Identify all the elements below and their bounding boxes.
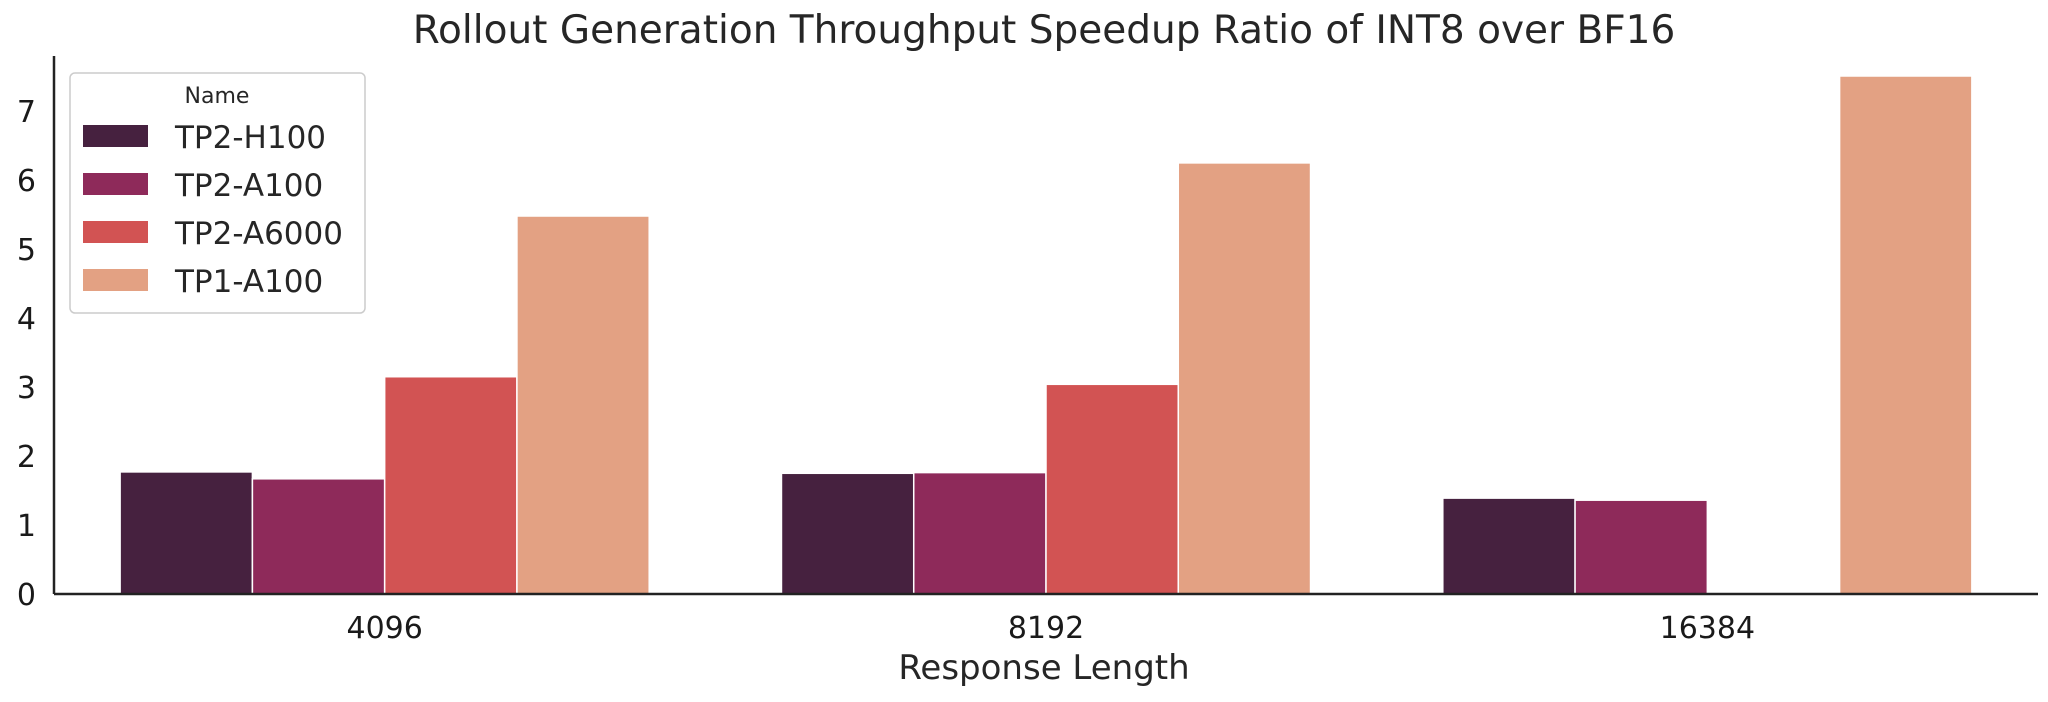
legend-swatch	[83, 269, 148, 291]
y-tick-label: 5	[17, 233, 36, 268]
bar-tp1-a100-16384	[1838, 75, 1973, 595]
legend: Name TP2-H100 TP2-A100 TP2-A6000 TP1-A100	[69, 72, 366, 314]
y-tick-label: 0	[17, 578, 36, 613]
y-axis-ticks: 0 1 2 3 4 5 6 7	[17, 95, 36, 613]
bar-tp2-a100-4096	[251, 478, 386, 595]
x-tick-label: 8192	[1008, 611, 1084, 646]
y-tick-label: 1	[17, 509, 36, 544]
legend-label: TP2-A6000	[174, 216, 343, 252]
x-axis-ticks: 4096 8192 16384	[346, 611, 1755, 646]
x-axis-label: Response Length	[898, 648, 1189, 688]
x-tick-label: 16384	[1660, 611, 1755, 646]
legend-swatch	[83, 125, 148, 147]
legend-label: TP2-A100	[174, 168, 323, 204]
bar-tp1-a100-8192	[1177, 162, 1312, 595]
bar-tp2-a6000-4096	[383, 375, 518, 595]
legend-title: Name	[185, 84, 250, 109]
legend-items: TP2-H100 TP2-A100 TP2-A6000 TP1-A100	[83, 120, 343, 300]
bar-tp2-h100-4096	[119, 471, 254, 595]
legend-swatch	[83, 173, 148, 195]
y-tick-label: 7	[17, 95, 36, 130]
bar-tp2-a100-8192	[912, 471, 1047, 595]
legend-label: TP1-A100	[174, 264, 323, 300]
y-tick-label: 6	[17, 164, 36, 199]
bar-tp2-h100-16384	[1442, 497, 1576, 595]
chart-title: Rollout Generation Throughput Speedup Ra…	[413, 8, 1676, 53]
x-tick-label: 4096	[346, 611, 422, 646]
y-tick-label: 4	[17, 302, 36, 337]
legend-swatch	[83, 221, 148, 243]
y-tick-label: 3	[17, 371, 36, 406]
legend-label: TP2-H100	[174, 120, 326, 156]
bar-tp2-h100-8192	[780, 472, 915, 595]
bars-layer	[119, 75, 1973, 595]
y-tick-label: 2	[17, 440, 36, 475]
bar-tp1-a100-4096	[516, 215, 650, 595]
bar-tp2-a100-16384	[1574, 499, 1709, 595]
bar-tp2-a6000-8192	[1045, 383, 1180, 595]
